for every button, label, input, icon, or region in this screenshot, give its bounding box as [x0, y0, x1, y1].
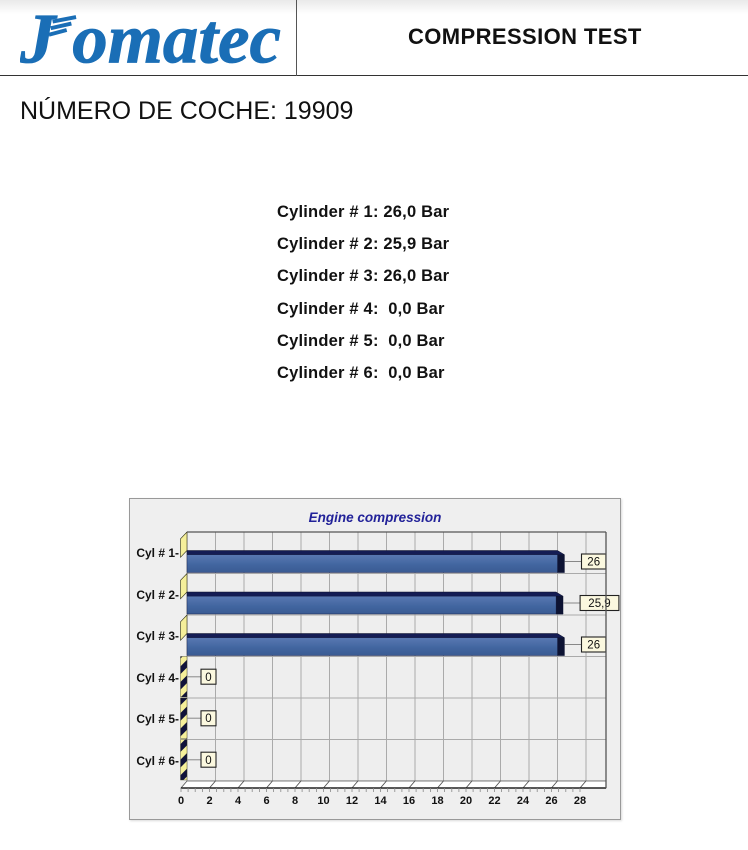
svg-text:28: 28 [574, 795, 586, 807]
svg-text:6: 6 [263, 795, 269, 807]
svg-text:Cyl # 1-: Cyl # 1- [136, 546, 179, 560]
svg-text:0: 0 [205, 755, 211, 767]
svg-text:25,9: 25,9 [588, 598, 610, 610]
svg-text:10: 10 [317, 795, 329, 807]
svg-text:26: 26 [587, 557, 600, 569]
svg-text:Cyl # 6-: Cyl # 6- [136, 754, 179, 768]
svg-text:Cyl # 2-: Cyl # 2- [136, 588, 179, 602]
svg-text:Cyl # 5-: Cyl # 5- [136, 712, 179, 726]
svg-text:Cyl # 4-: Cyl # 4- [136, 671, 179, 685]
svg-text:0: 0 [205, 672, 211, 684]
svg-text:J: J [20, 0, 58, 76]
svg-text:0: 0 [178, 795, 184, 807]
svg-text:20: 20 [460, 795, 472, 807]
svg-text:24: 24 [517, 795, 530, 807]
svg-text:0: 0 [205, 713, 211, 725]
svg-text:18: 18 [431, 795, 443, 807]
svg-text:omatec: omatec [72, 0, 281, 76]
svg-text:26: 26 [587, 640, 600, 652]
svg-text:12: 12 [346, 795, 358, 807]
svg-text:2: 2 [206, 795, 212, 807]
svg-text:Cyl # 3-: Cyl # 3- [136, 629, 179, 643]
svg-text:4: 4 [235, 795, 242, 807]
svg-text:14: 14 [374, 795, 387, 807]
svg-text:26: 26 [545, 795, 557, 807]
svg-text:22: 22 [488, 795, 500, 807]
svg-text:8: 8 [292, 795, 298, 807]
svg-text:16: 16 [403, 795, 415, 807]
